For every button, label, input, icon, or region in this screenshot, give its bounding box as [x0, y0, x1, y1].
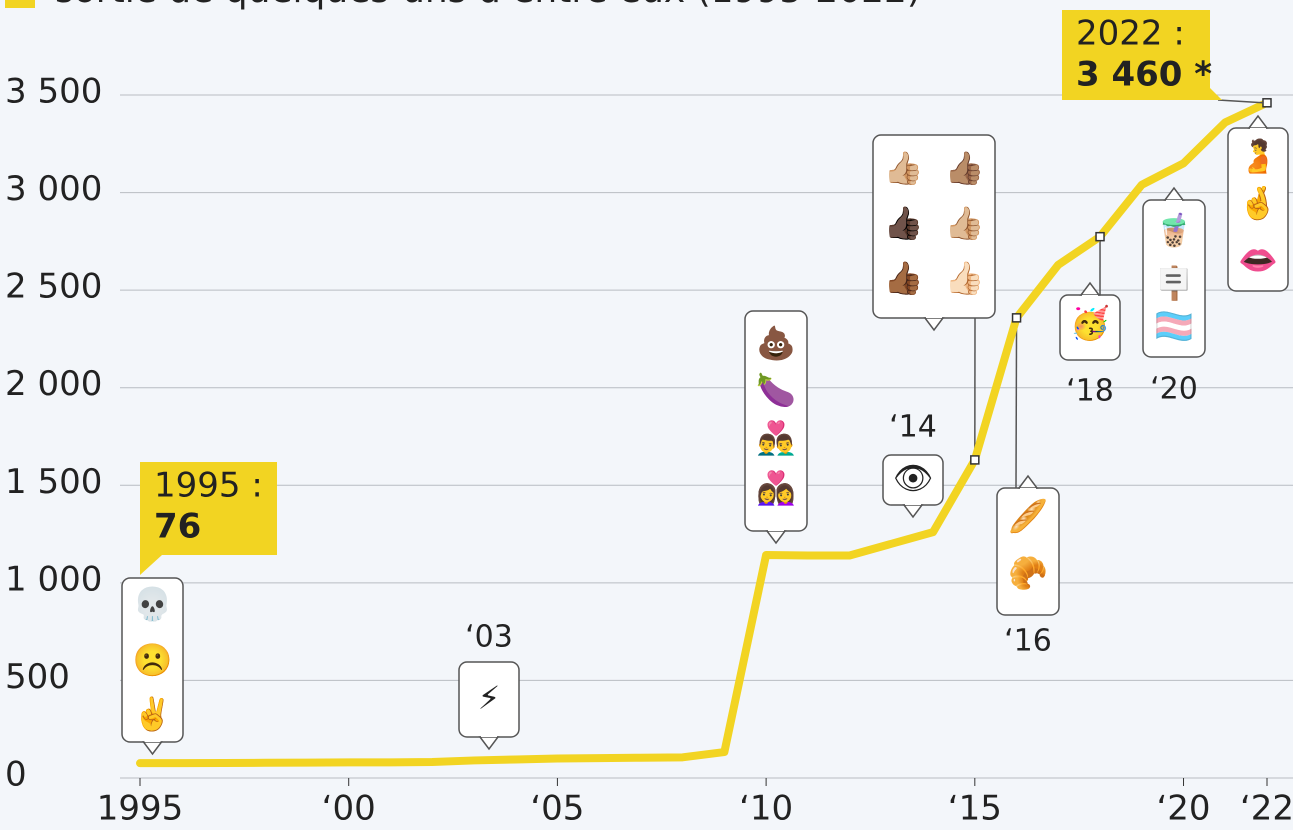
emoji: 🤞 [1238, 184, 1278, 222]
y-tick-label: 3 000 [5, 169, 102, 209]
point-marker [1095, 231, 1105, 242]
emoji: 🏳️‍⚧️ [1154, 307, 1194, 345]
tail-cover [1250, 128, 1266, 130]
x-tick-label: ‘05 [530, 789, 584, 829]
legend-swatch [5, 0, 35, 8]
leader-line [1015, 317, 1018, 489]
x-tick-label: ‘00 [322, 789, 376, 829]
emoji: 👨‍❤️‍👨 [756, 419, 796, 457]
emoji: 👍🏿 [884, 204, 924, 242]
annotation-year: ‘20 [1150, 372, 1198, 407]
emoji: ✌️ [133, 695, 173, 733]
y-tick-label: 2 500 [5, 267, 102, 307]
x-tick-label: ‘15 [948, 789, 1002, 829]
y-tick-label: 1 000 [5, 559, 102, 599]
highlight-box [140, 462, 277, 555]
tail-cover [481, 735, 497, 737]
emoji: 👍🏼 [945, 204, 985, 242]
point-marker [1011, 313, 1022, 323]
point-marker [970, 455, 980, 465]
line [136, 98, 1271, 768]
x-tick-label: 1995 [97, 789, 184, 829]
highlight-tail [1210, 88, 1222, 100]
emoji: 👩‍❤️‍👩 [756, 469, 796, 507]
point-marker [1262, 98, 1272, 108]
y-tick-label: 500 [5, 657, 70, 697]
x-tick-label: ‘10 [739, 789, 793, 829]
y-tick-label: 0 [5, 755, 27, 795]
y-tick-label: 2 000 [5, 364, 102, 404]
tail-cover [926, 316, 942, 318]
emoji: 👍🏾 [884, 259, 924, 297]
emoji: 👍🏻 [945, 259, 985, 297]
tail-cover [1082, 295, 1098, 297]
highlight-leader [1217, 99, 1264, 104]
highlight-value: 76 [154, 507, 201, 547]
x-tick-label: ‘22 [1240, 789, 1293, 829]
highlight-box [1062, 10, 1210, 100]
emoji: 🍆 [756, 371, 796, 409]
emoji: 👄 [1238, 241, 1278, 279]
highlight-tail [140, 555, 162, 575]
y-tick-label: 1 500 [5, 462, 102, 502]
x-tick-label: ‘20 [1156, 789, 1210, 829]
tail-cover [905, 503, 921, 505]
tail-cover [1020, 488, 1036, 490]
emoji: 🥐 [1008, 554, 1048, 592]
emoji: 🥖 [1008, 497, 1048, 535]
y-tick-label: 3 500 [5, 72, 102, 112]
emoji: 💀 [133, 585, 173, 623]
highlight-label: 1995 : [154, 466, 263, 506]
annotation-year: ‘14 [889, 410, 937, 445]
emoji: 💩 [756, 324, 796, 362]
emoji: 🫄 [1238, 137, 1278, 175]
highlight-label: 2022 : [1076, 14, 1185, 54]
tail-cover [768, 529, 784, 531]
emoji: ⚡ [478, 679, 500, 717]
emoji: 🪧 [1154, 264, 1194, 302]
highlight-value: 3 460 * [1076, 55, 1212, 95]
emoji: 👍🏽 [945, 149, 985, 187]
tail-cover [144, 740, 161, 742]
tail-cover [1166, 200, 1182, 202]
emoji: 🥳 [1070, 304, 1110, 342]
chart-title: sortie de quelques-uns d’entre eux (1995… [55, 0, 921, 11]
annotation-year: ‘03 [465, 620, 513, 655]
emoji: 🧋 [1154, 211, 1194, 249]
emoji: 👁 [893, 459, 934, 497]
emoji: ☹️ [133, 641, 173, 679]
annotation-year: ‘16 [1004, 624, 1052, 659]
annotation-year: ‘18 [1066, 374, 1114, 409]
emoji: 👍🏼 [884, 149, 924, 187]
